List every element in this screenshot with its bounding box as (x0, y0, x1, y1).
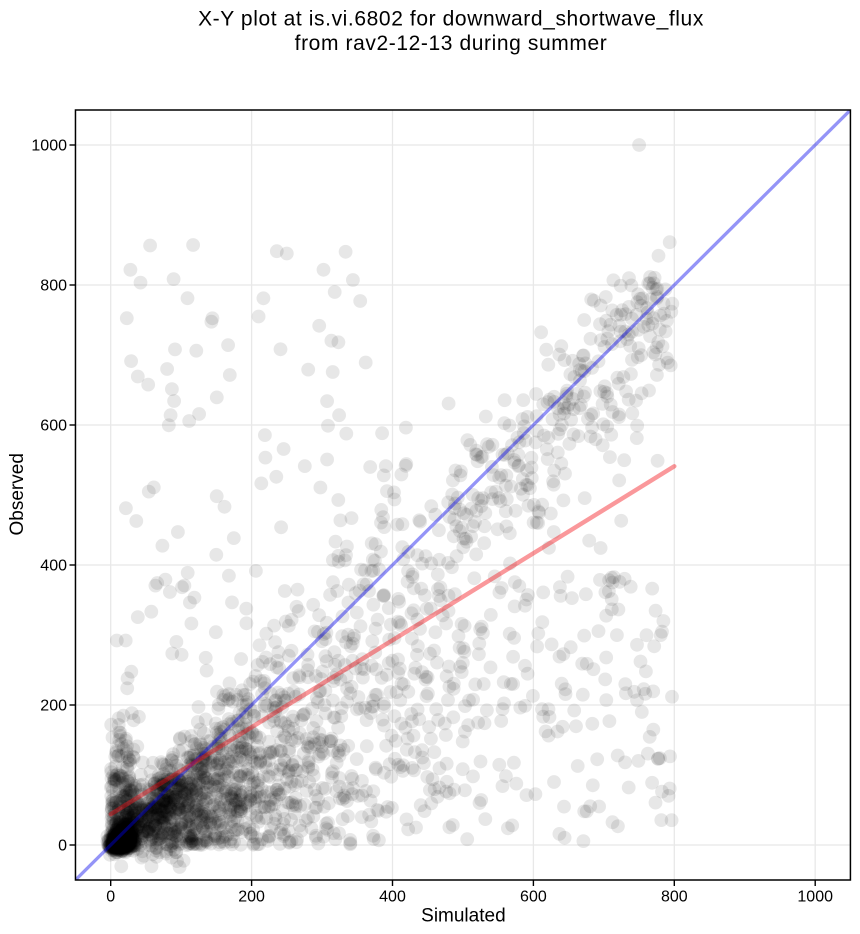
svg-text:200: 200 (238, 889, 265, 906)
svg-text:600: 600 (520, 889, 547, 906)
svg-text:200: 200 (40, 698, 67, 715)
svg-text:800: 800 (661, 889, 688, 906)
svg-text:X-Y plot at is.vi.6802 for dow: X-Y plot at is.vi.6802 for downward_shor… (198, 7, 704, 30)
svg-text:400: 400 (40, 558, 67, 575)
svg-text:1000: 1000 (797, 889, 833, 906)
svg-text:800: 800 (40, 278, 67, 295)
svg-text:600: 600 (40, 418, 67, 435)
svg-text:0: 0 (106, 889, 115, 906)
svg-text:from rav2-12-13 during summer: from rav2-12-13 during summer (295, 32, 608, 55)
svg-text:Simulated: Simulated (421, 906, 506, 927)
svg-text:0: 0 (58, 838, 67, 855)
svg-text:400: 400 (379, 889, 406, 906)
svg-text:Observed: Observed (7, 453, 28, 535)
svg-text:1000: 1000 (31, 138, 67, 155)
